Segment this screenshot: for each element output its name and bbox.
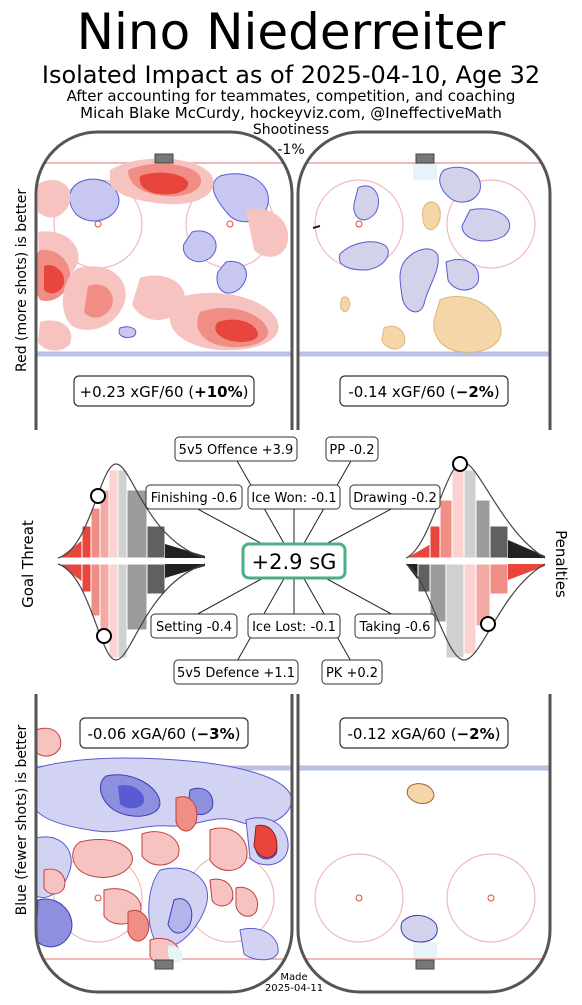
heat-region <box>215 319 258 342</box>
heat-region <box>118 326 137 339</box>
label-ice-won: Ice Won: -0.1 <box>251 491 336 506</box>
heat-region <box>246 208 289 257</box>
player-name: Nino Niederreiter <box>76 3 506 61</box>
panel-stat-pp-offence: -0.14 xGF/60 (−2%) <box>348 383 499 401</box>
panel-pp-offence: -0.14 xGF/60 (−2%) <box>296 130 552 430</box>
heat-region <box>141 831 180 866</box>
heat-region <box>209 878 234 907</box>
made-date: 2025-04-11 <box>264 983 324 994</box>
label-finishing: Finishing -0.6 <box>151 491 238 506</box>
heat-region <box>38 320 72 351</box>
heat-region <box>36 727 62 757</box>
heat-region <box>36 898 73 948</box>
heat-region <box>118 785 145 809</box>
label-5v5-defence: 5v5 Defence +1.1 <box>177 666 295 681</box>
heat-region <box>72 838 133 878</box>
heat-region <box>139 172 189 195</box>
heat-region <box>216 260 248 294</box>
finishing-percentile-marker <box>90 488 106 504</box>
heat-region <box>433 295 502 353</box>
heat-region <box>44 265 65 294</box>
drawing-percentile-marker <box>452 456 468 472</box>
penalties-distribution <box>404 456 546 661</box>
heat-region <box>43 868 66 895</box>
heat-region <box>422 201 441 231</box>
label-pk: PK +0.2 <box>326 666 378 681</box>
heat-region <box>445 259 480 291</box>
panel-stat-pk-defence: -0.12 xGA/60 (−2%) <box>347 725 500 743</box>
total-impact-value: +2.9 sG <box>252 550 337 574</box>
heat-region <box>175 796 198 832</box>
heat-region <box>168 945 184 963</box>
chart-subtitle: Isolated Impact as of 2025-04-10, Age 32 <box>41 61 541 89</box>
label-drawing: Drawing -0.2 <box>353 491 437 506</box>
heat-region <box>399 248 439 313</box>
panel-5v5-defence: -0.06 xGA/60 (−3%) <box>34 694 294 994</box>
heat-region <box>338 241 389 271</box>
heat-region <box>406 783 435 804</box>
shootiness-value: -1% <box>277 142 305 158</box>
goal-threat-distribution <box>56 463 206 661</box>
label-ice-lost: Ice Lost: -0.1 <box>252 620 336 635</box>
label-setting: Setting -0.4 <box>156 620 232 635</box>
panel-pk-defence: -0.12 xGA/60 (−2%) <box>296 694 552 994</box>
total-badge <box>241 542 347 580</box>
heat-region <box>340 296 351 312</box>
context-line: After accounting for teammates, competit… <box>66 87 516 105</box>
label-taking: Taking -0.6 <box>359 620 431 635</box>
label-5v5-offence: 5v5 Offence +3.9 <box>179 443 294 458</box>
panel-stat-5v5-offence: +0.23 xGF/60 (+10%) <box>80 383 249 401</box>
made-label: Made 2025-04-11 <box>254 972 334 994</box>
impact-summary: 5v5 Offence +3.9 PP -0.2 Finishing -0.6 … <box>56 436 546 685</box>
label-pp: PP -0.2 <box>329 443 374 458</box>
heat-region <box>381 325 406 350</box>
panel-stat-5v5-defence: -0.06 xGA/60 (−3%) <box>87 725 240 743</box>
heat-region <box>38 180 71 218</box>
setting-percentile-marker <box>96 628 112 644</box>
heat-region <box>400 915 438 943</box>
heat-region <box>235 886 258 917</box>
heat-region <box>439 166 481 203</box>
heat-region <box>84 284 113 318</box>
heat-region <box>209 827 248 871</box>
heat-region <box>132 275 185 321</box>
heat-region <box>253 824 278 859</box>
heat-region <box>182 230 217 263</box>
heat-region <box>239 928 279 961</box>
made-text: Made <box>280 972 308 983</box>
taking-percentile-marker <box>480 616 496 632</box>
heat-region <box>461 208 511 242</box>
heat-region <box>353 185 380 221</box>
heat-region <box>127 910 150 942</box>
credit-line: Micah Blake McCurdy, hockeyviz.com, @Ine… <box>80 104 502 122</box>
heat-region <box>167 898 193 934</box>
panel-5v5-offence: +0.23 xGF/60 (+10%) <box>34 130 294 430</box>
shootiness-label: Shootiness <box>252 122 330 138</box>
